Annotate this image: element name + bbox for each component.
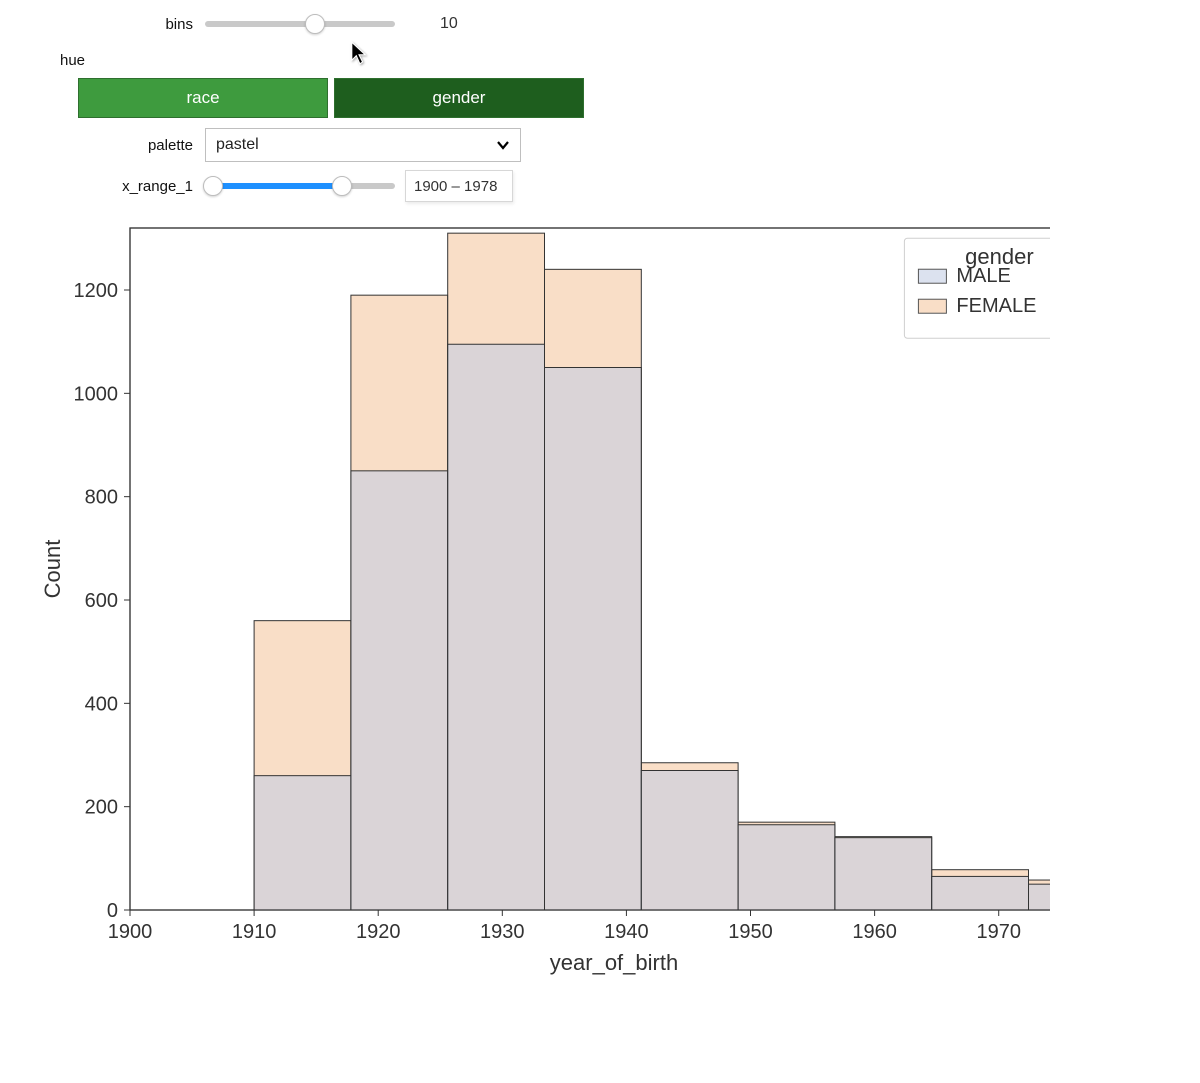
bins-slider[interactable] — [205, 14, 395, 34]
controls-panel: bins 10 hue racegender palette pastel x_… — [20, 10, 590, 202]
svg-text:1000: 1000 — [74, 383, 119, 405]
xrange-row: x_range_1 1900 – 1978 — [20, 170, 590, 202]
palette-row: palette pastel — [20, 128, 590, 162]
svg-text:800: 800 — [85, 487, 118, 509]
svg-text:1940: 1940 — [604, 921, 649, 943]
svg-text:1930: 1930 — [480, 921, 525, 943]
xrange-label: x_range_1 — [20, 178, 205, 195]
bins-value: 10 — [440, 15, 458, 33]
svg-text:1900: 1900 — [108, 921, 153, 943]
bins-label: bins — [20, 16, 205, 33]
xrange-slider-thumb-lo[interactable] — [203, 176, 223, 196]
svg-text:0: 0 — [107, 900, 118, 922]
bins-slider-track — [205, 21, 395, 27]
bins-slider-thumb[interactable] — [305, 14, 325, 34]
xrange-slider[interactable] — [205, 175, 395, 197]
palette-select-value: pastel — [216, 136, 259, 154]
chevron-down-icon — [496, 138, 510, 152]
svg-text:Count: Count — [40, 540, 65, 599]
svg-text:1960: 1960 — [852, 921, 897, 943]
xrange-slider-fill — [213, 183, 342, 189]
svg-text:1950: 1950 — [728, 921, 773, 943]
hue-option-gender[interactable]: gender — [334, 78, 584, 118]
palette-select[interactable]: pastel — [205, 128, 521, 162]
histogram-chart: 0 200 400 600 800 1000 1200 1900 1910 1920 1930 194… — [20, 210, 1180, 1004]
svg-text:400: 400 — [85, 693, 118, 715]
bins-row: bins 10 — [20, 10, 590, 38]
hue-option-race[interactable]: race — [78, 78, 328, 118]
xrange-readout: 1900 – 1978 — [405, 170, 513, 202]
svg-text:600: 600 — [85, 590, 118, 612]
hue-label: hue — [20, 52, 85, 69]
svg-text:FEMALE: FEMALE — [956, 295, 1036, 317]
hue-label-row: hue — [20, 46, 590, 74]
palette-label: palette — [20, 137, 205, 154]
histogram-svg: 0 200 400 600 800 1000 1200 1900 1910 1920 1930 194… — [20, 210, 1050, 1000]
svg-text:1910: 1910 — [232, 921, 277, 943]
svg-text:year_of_birth: year_of_birth — [550, 950, 678, 975]
svg-text:1200: 1200 — [74, 280, 119, 302]
svg-text:MALE: MALE — [956, 265, 1010, 287]
svg-text:1970: 1970 — [976, 921, 1021, 943]
svg-text:1920: 1920 — [356, 921, 401, 943]
svg-text:200: 200 — [85, 797, 118, 819]
hue-toggle-group: racegender — [20, 78, 590, 118]
xrange-slider-thumb-hi[interactable] — [332, 176, 352, 196]
